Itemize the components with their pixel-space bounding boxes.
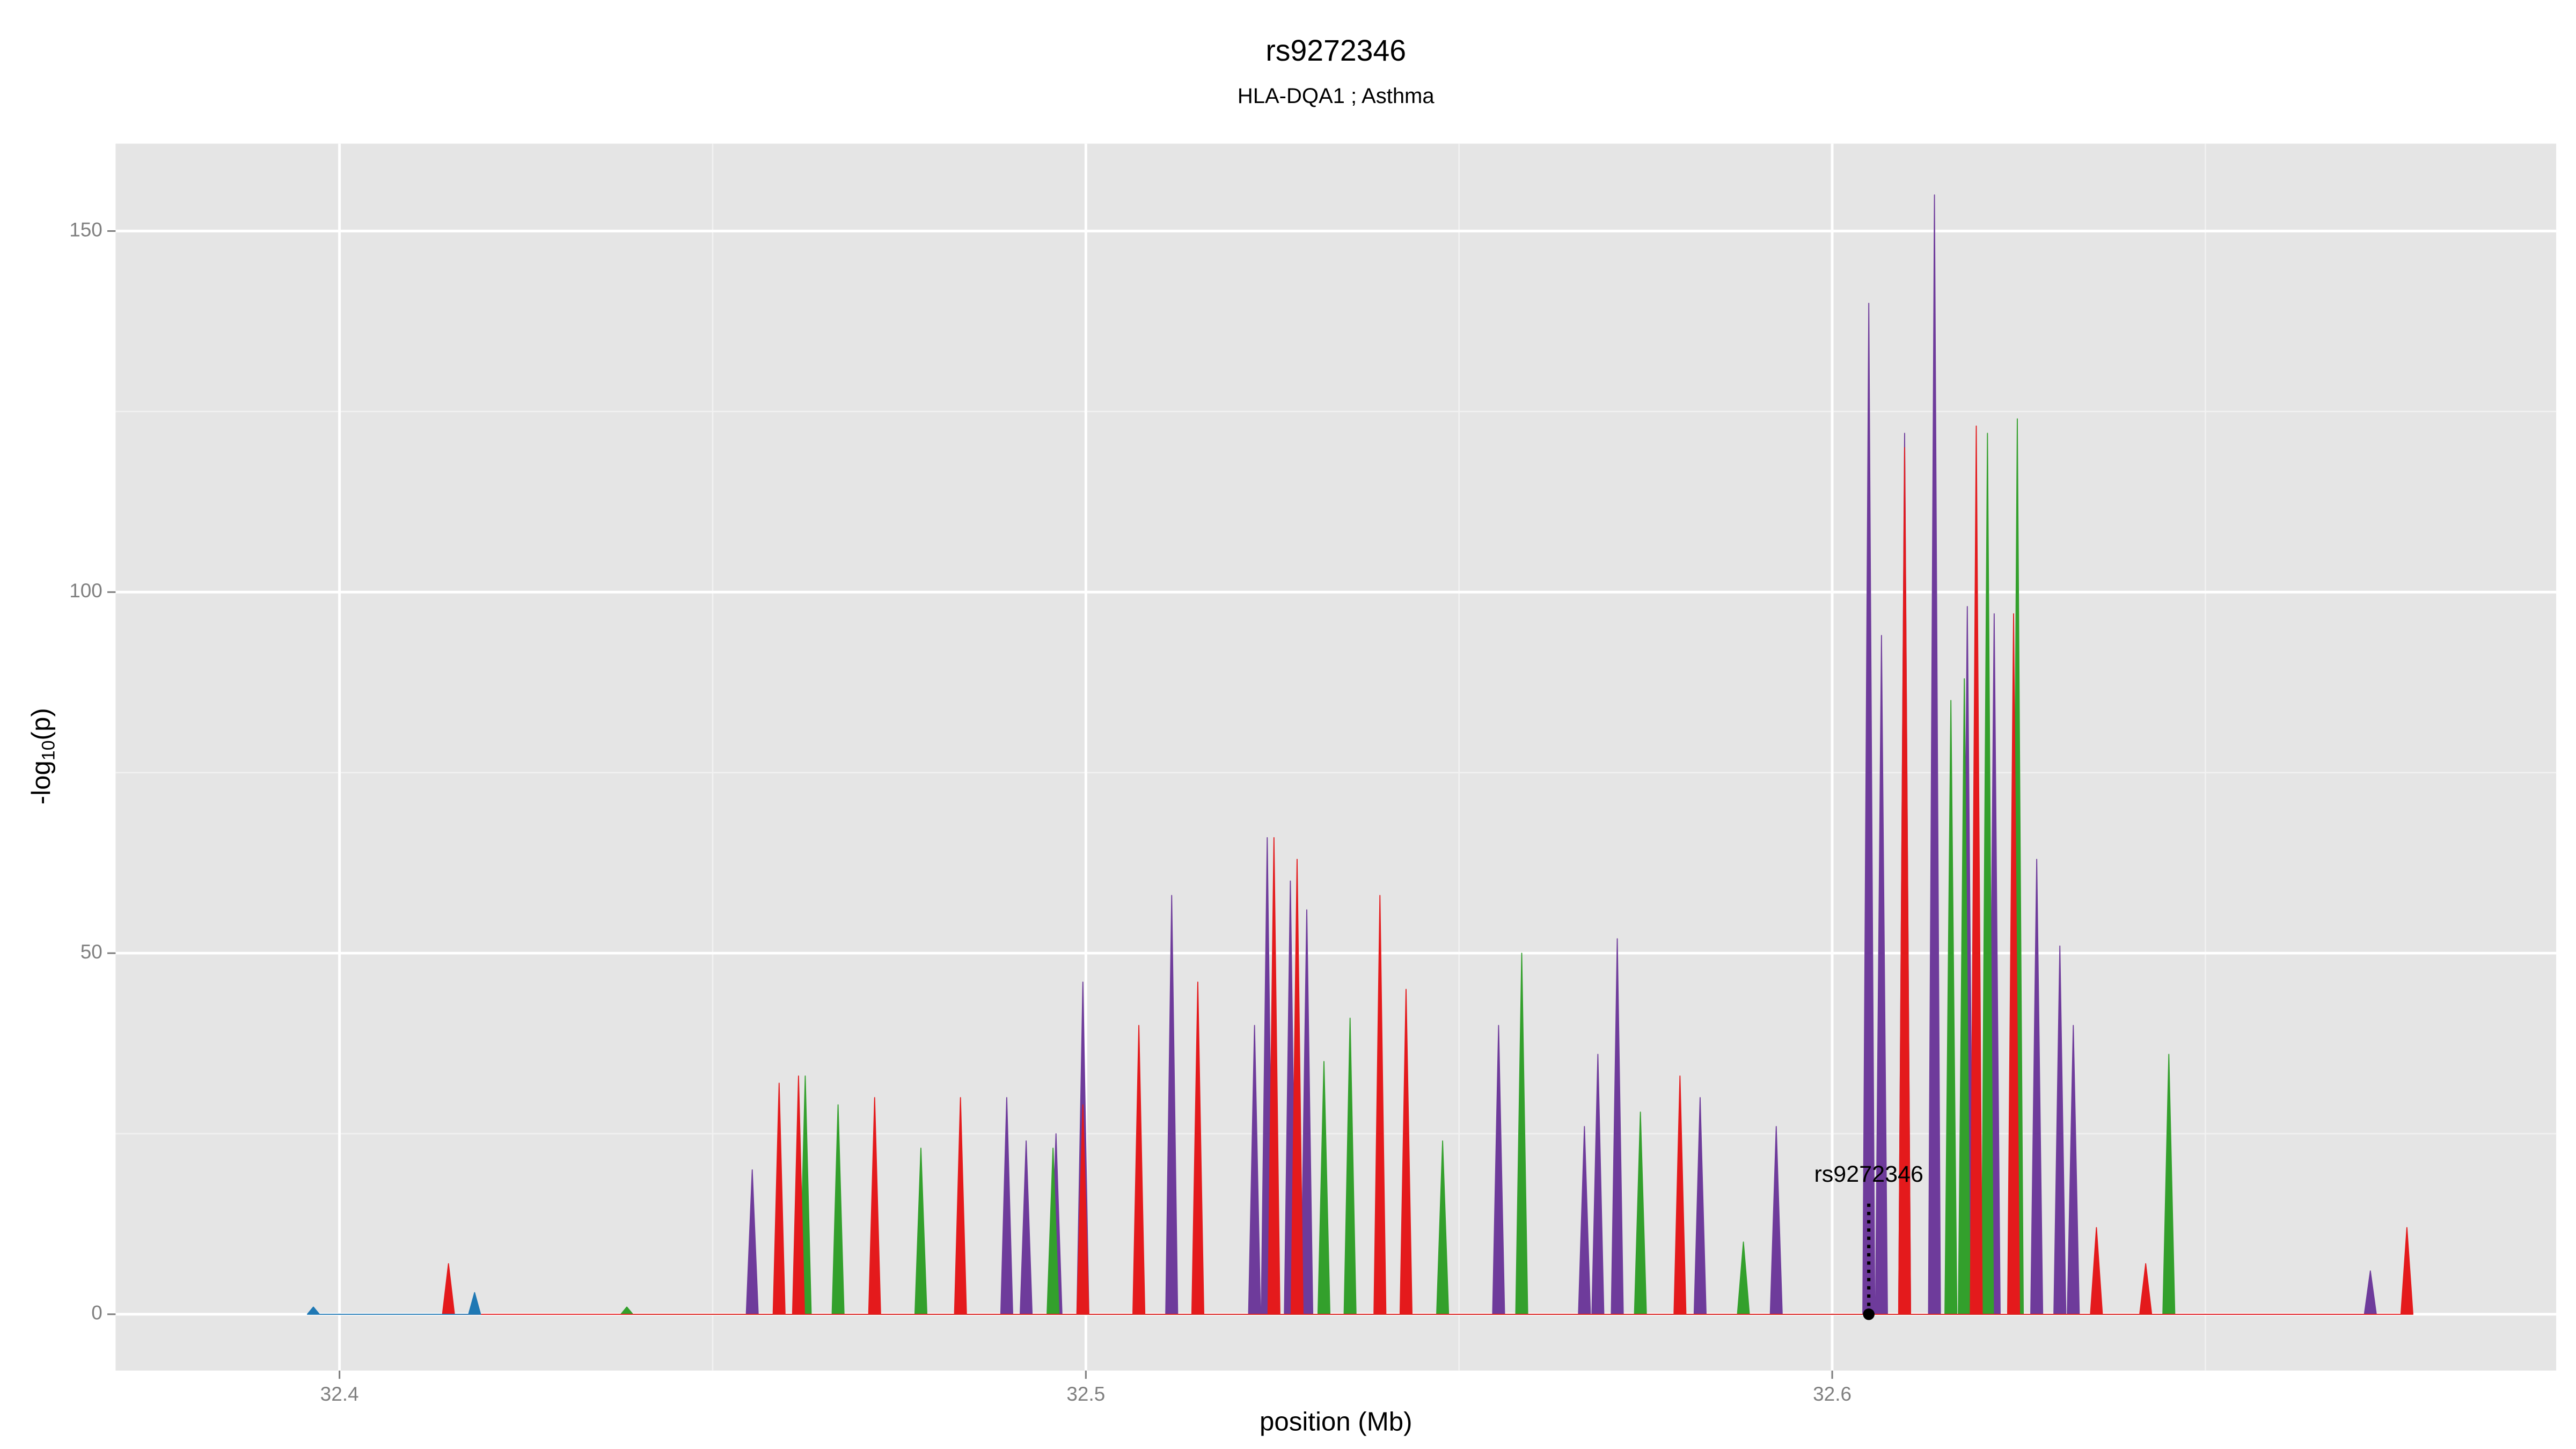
- area: [442, 425, 2413, 1315]
- y-axis-label-part: -log: [26, 760, 56, 804]
- y-axis-label: -log10(p): [26, 708, 58, 804]
- x-tick-label: 32.5: [1066, 1383, 1105, 1405]
- chart-subtitle: HLA-DQA1 ; Asthma: [1238, 84, 1435, 108]
- y-axis-label-part: (p): [26, 708, 56, 740]
- annotation-point: [1863, 1308, 1875, 1320]
- y-tick-label: 0: [91, 1302, 103, 1324]
- y-tick-label: 50: [80, 941, 103, 963]
- x-axis-label: position (Mb): [1260, 1407, 1412, 1436]
- y-axis-label-subscript: 10: [38, 740, 58, 760]
- plot-panel: [115, 143, 2557, 1371]
- annotation-label: rs9272346: [1814, 1161, 1923, 1187]
- y-tick-label: 100: [69, 580, 103, 602]
- x-tick-label: 32.6: [1813, 1383, 1851, 1405]
- y-tick-label: 150: [69, 218, 103, 240]
- plot-area: rs9272346: [306, 194, 2413, 1320]
- chart-title: rs9272346: [1265, 34, 1406, 67]
- x-tick-label: 32.4: [320, 1383, 359, 1405]
- axes: 0 50 100 150 32.4 32.5 32.6: [69, 218, 1851, 1404]
- area: [306, 1292, 481, 1315]
